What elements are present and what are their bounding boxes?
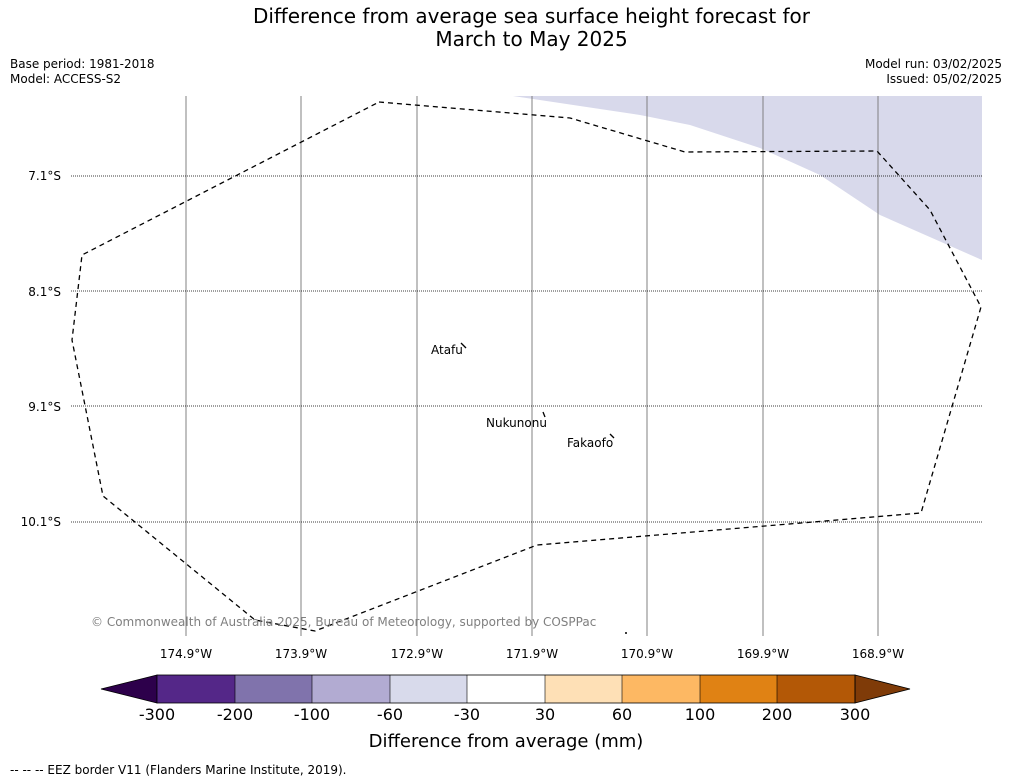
lon-label: 171.9°W (506, 647, 558, 661)
colorbar-tick-label: -60 (377, 705, 403, 724)
title-line-2: March to May 2025 (435, 27, 628, 51)
colorbar-swatch (312, 675, 390, 703)
latitude-grid (71, 175, 982, 523)
lon-label: 168.9°W (852, 647, 904, 661)
eez-footnote: -- -- -- EEZ border V11 (Flanders Marine… (10, 763, 347, 777)
colorbar-dividers (234, 675, 778, 703)
issued-date: Issued: 05/02/2025 (886, 72, 1002, 86)
colorbar-extend-low (100, 674, 158, 704)
colorbar-frame (156, 674, 856, 704)
colorbar-tick-label: 30 (535, 705, 555, 724)
anomaly-fill-area (513, 96, 982, 260)
lon-label: 169.9°W (737, 647, 789, 661)
colorbar: -300 -200 -100 -60 -30 30 60 100 200 300… (100, 674, 911, 752)
title-line-1: Difference from average sea surface heig… (252, 4, 811, 28)
copyright-notice: © Commonwealth of Australia 2025, Bureau… (91, 615, 596, 629)
model-name: Model: ACCESS-S2 (10, 72, 122, 86)
colorbar-title: Difference from average (mm) (369, 731, 644, 752)
lon-label: 170.9°W (621, 647, 673, 661)
colorbar-tick-label: -100 (294, 705, 330, 724)
place-label-nukunonu: Nukunonu (486, 416, 547, 430)
island-dot (625, 632, 627, 634)
lat-label: 7.1°S (28, 169, 61, 183)
lat-label: 10.1°S (21, 515, 61, 529)
colorbar-swatch (545, 675, 622, 703)
colorbar-swatch (235, 675, 312, 703)
map-title: Difference from average sea surface heig… (0, 5, 1011, 51)
colorbar-tick-label: 200 (762, 705, 793, 724)
nukunonu-island-shape (542, 411, 546, 418)
lat-label: 8.1°S (28, 285, 61, 299)
colorbar-tick-label: -30 (454, 705, 480, 724)
base-period: Base period: 1981-2018 (10, 57, 155, 71)
colorbar-tick-label: 60 (612, 705, 632, 724)
colorbar-tick-label: -200 (217, 705, 253, 724)
lon-label: 173.9°W (275, 647, 327, 661)
lon-label: 174.9°W (160, 647, 212, 661)
colorbar-swatch (700, 675, 777, 703)
lon-label: 172.9°W (391, 647, 443, 661)
longitude-grid (185, 96, 879, 636)
colorbar-tick-label: 100 (685, 705, 716, 724)
colorbar-tick-label: 300 (840, 705, 871, 724)
place-label-fakaofo: Fakaofo (567, 436, 613, 450)
atafu-island-shape (460, 342, 467, 349)
colorbar-swatch (390, 675, 467, 703)
meta-left: Base period: 1981-2018 Model: ACCESS-S2 (10, 57, 155, 87)
place-label-atafu: Atafu (431, 343, 463, 357)
colorbar-tick-label: -300 (139, 705, 175, 724)
colorbar-swatch (467, 675, 545, 703)
meta-right: Model run: 03/02/2025 Issued: 05/02/2025 (865, 57, 1002, 87)
fakaofo-island-shape (609, 433, 615, 439)
eez-border (71, 101, 982, 632)
colorbar-swatch (777, 675, 855, 703)
colorbar-swatch (622, 675, 700, 703)
colorbar-swatch (157, 675, 235, 703)
lat-label: 9.1°S (28, 400, 61, 414)
colorbar-extend-high (854, 674, 911, 704)
model-run: Model run: 03/02/2025 (864, 57, 1002, 71)
